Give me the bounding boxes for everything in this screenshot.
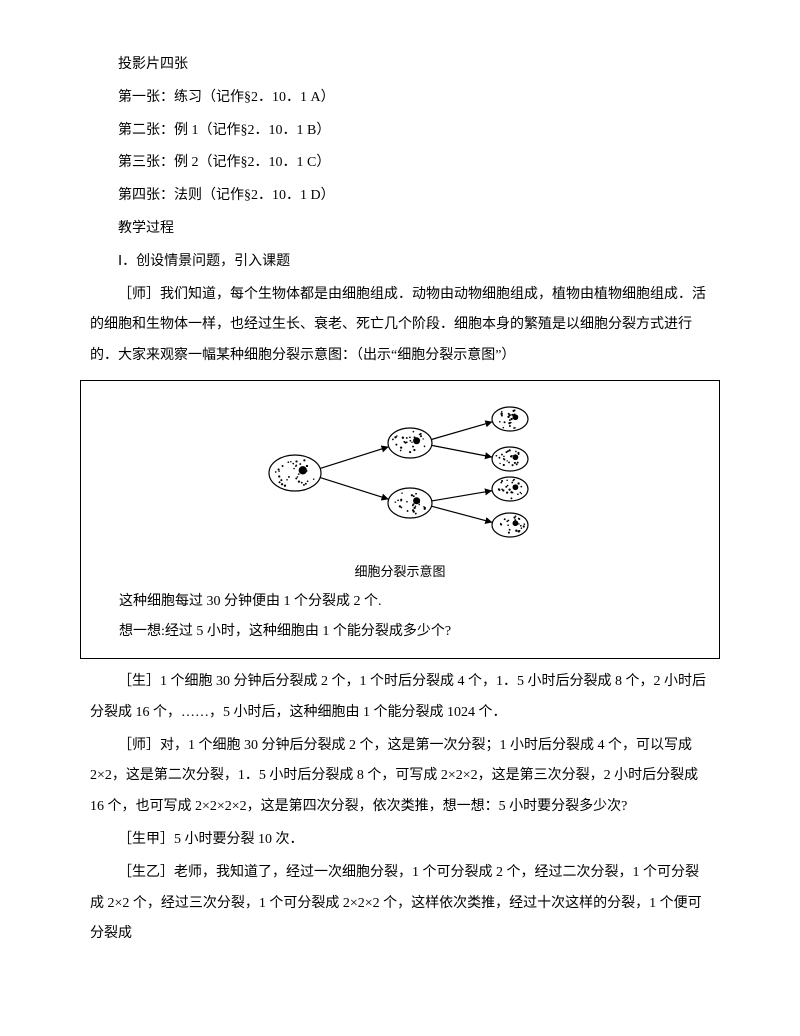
line-teacher-explain: ［师］对，1 个细胞 30 分钟后分裂成 2 个，这是第一次分裂；1 小时后分裂… [90,731,710,823]
line-projection-header: 投影片四张 [90,50,710,81]
diagram-text-1: 这种细胞每过 30 分钟便由 1 个分裂成 2 个. [91,588,709,616]
line-slide-3: 第三张：例 2（记作§2．10．1 C） [90,148,710,179]
diagram-text-2: 想一想:经过 5 小时，这种细胞由 1 个能分裂成多少个? [91,618,709,646]
line-slide-1: 第一张：练习（记作§2．10．1 A） [90,83,710,114]
line-student-a: ［生甲］5 小时要分裂 10 次． [90,825,710,856]
diagram-box: 细胞分裂示意图 这种细胞每过 30 分钟便由 1 个分裂成 2 个. 想一想:经… [80,380,720,659]
diagram-caption: 细胞分裂示意图 [91,561,709,580]
line-student-answer-1: ［生］1 个细胞 30 分钟后分裂成 2 个，1 个时后分裂成 4 个，1．5 … [90,667,710,729]
line-slide-2: 第二张：例 1（记作§2．10．1 B） [90,116,710,147]
line-student-b: ［生乙］老师，我知道了，经过一次细胞分裂，1 个可分裂成 2 个，经过二次分裂，… [90,858,710,950]
line-teacher-intro: ［师］我们知道，每个生物体都是由细胞组成．动物由动物细胞组成，植物由植物细胞组成… [90,280,710,372]
cell-division-diagram [91,395,709,555]
line-section-1: Ⅰ．创设情景问题，引入课题 [90,247,710,278]
line-slide-4: 第四张：法则（记作§2．10．1 D） [90,181,710,212]
line-teaching-process: 教学过程 [90,214,710,245]
